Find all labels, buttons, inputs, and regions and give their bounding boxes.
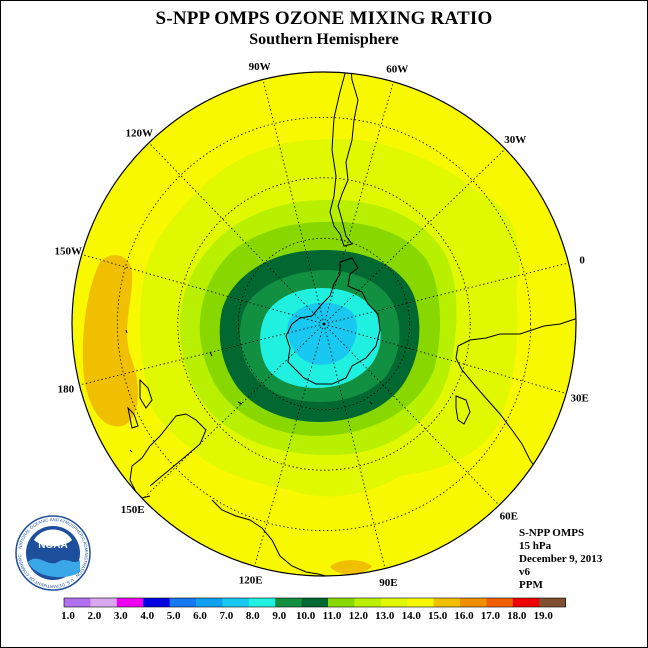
colorbar-swatch (539, 598, 566, 607)
colorbar-label: 17.0 (481, 610, 501, 622)
colorbar-swatch (328, 598, 355, 607)
colorbar-swatch (248, 598, 276, 607)
colorbar-frame (63, 597, 566, 608)
colorbar-label: 4.0 (140, 610, 154, 622)
info-version: v6 (519, 566, 530, 578)
colorbar-label: 18.0 (507, 610, 527, 622)
longitude-labels: 0 30E 60E 90E 120E 150E 180 150W 120W 90W 60W 30W (55, 61, 589, 589)
ozone-patch-south (330, 560, 372, 575)
colorbar-label: 3.0 (114, 610, 128, 622)
colorbar-swatch (354, 598, 382, 607)
lon-label: 120W (125, 128, 153, 140)
lon-label: 150W (55, 246, 83, 258)
lon-label: 120E (239, 575, 263, 587)
colorbar-swatch (407, 598, 434, 607)
australia-coast (129, 413, 327, 576)
logo-wave (28, 558, 80, 578)
lon-label: 90W (249, 61, 271, 73)
colorbar-swatch (64, 598, 91, 607)
ozone-field (72, 72, 576, 576)
colorbar-label: 5.0 (167, 610, 181, 622)
africa-coast (455, 317, 576, 481)
colorbar-label: 16.0 (454, 610, 474, 622)
colorbar-label: 6.0 (193, 610, 207, 622)
colorbar-label: 12.0 (349, 610, 369, 622)
south-america-coast (329, 72, 359, 247)
lon-label: 180 (58, 383, 75, 395)
colorbar-swatch (380, 598, 408, 607)
colorbar-label: 7.0 (220, 610, 234, 622)
ozone-level-7 (287, 302, 357, 365)
colorbar-label: 14.0 (402, 610, 422, 622)
lon-label: 30E (571, 392, 589, 404)
lon-label: 0 (579, 255, 585, 267)
graticule (79, 79, 569, 569)
latitude-circle (116, 116, 532, 532)
info-instrument: S-NPP OMPS (519, 527, 585, 539)
colorbar-swatch (116, 598, 144, 607)
colorbar-swatch (143, 598, 170, 607)
colorbar-swatch (460, 598, 487, 607)
lon-label: 60W (386, 63, 408, 75)
colorbar-swatch (512, 598, 540, 607)
ozone-patch-west (82, 255, 138, 427)
colorbar-label: 9.0 (272, 610, 286, 622)
map-boundary (71, 71, 577, 577)
info-level: 15 hPa (519, 540, 552, 552)
colorbar-swatch (433, 598, 461, 607)
colorbar-label: 10.0 (296, 610, 316, 622)
latitude-circle (177, 177, 471, 471)
antarctica-coast (285, 257, 381, 385)
latitude-circle (237, 237, 411, 411)
island-dots (125, 329, 373, 453)
info-panel: S-NPP OMPS 15 hPa December 9, 2013 v6 PP… (519, 527, 602, 592)
colorbar-label: 1.0 (61, 610, 75, 622)
colorbar-label: 13.0 (375, 610, 395, 622)
colorbar-label: 15.0 (428, 610, 448, 622)
logo-text: NOAA (38, 540, 67, 551)
new-zealand-coast (127, 378, 153, 429)
map-subtitle: Southern Hemisphere (249, 31, 399, 48)
colorbar-swatch (275, 598, 302, 607)
colorbar-swatch (169, 598, 197, 607)
colorbar-swatch (486, 598, 514, 607)
colorbar-label: 11.0 (323, 610, 342, 622)
lon-label: 60E (500, 510, 518, 522)
lon-label: 150E (121, 504, 145, 516)
lon-label: 30W (504, 134, 526, 146)
coastlines (125, 72, 576, 576)
logo-bird (34, 529, 72, 546)
colorbar-swatch (222, 598, 250, 607)
colorbar-label: 8.0 (246, 610, 260, 622)
map-title: S-NPP OMPS OZONE MIXING RATIO (155, 8, 493, 29)
colorbar-label: 19.0 (534, 610, 554, 622)
colorbar-label: 2.0 (88, 610, 102, 622)
info-date: December 9, 2013 (519, 553, 603, 565)
lon-label: 90E (379, 577, 397, 589)
colorbar-swatch (301, 598, 329, 607)
info-units: PPM (519, 579, 543, 591)
colorbar: 1.0 2.0 3.0 4.0 5.0 6.0 7.0 8.0 9.0 10.0 11.0 12.0 1… (61, 597, 566, 622)
colorbar-swatch (90, 598, 118, 607)
madagascar-coast (455, 395, 471, 425)
colorbar-swatch (196, 598, 223, 607)
